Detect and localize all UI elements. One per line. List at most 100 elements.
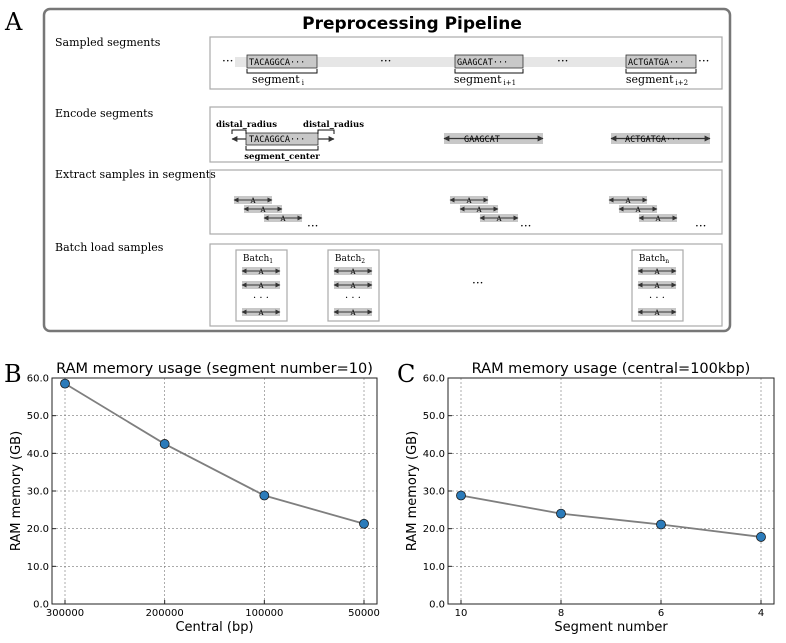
segment-label: segment i+1 <box>454 73 516 87</box>
y-tick-label: 0.0 <box>429 600 445 611</box>
encoded-segments: TACAGGCA··· distal_radius distal_radiusseg… <box>216 120 711 162</box>
data-point <box>359 518 369 529</box>
sample-center-base: A <box>653 309 660 317</box>
ellipsis-left: ··· <box>222 54 233 68</box>
sample-center-base: A <box>349 282 356 290</box>
ellipsis-mid-1: ··· <box>380 54 391 68</box>
y-tick-label: 10.0 <box>423 562 445 573</box>
sampled-segment-box <box>454 54 524 69</box>
x-tick-label: 10 <box>455 608 468 619</box>
row-label-sampled: Sampled segments <box>55 36 161 49</box>
chart-title: RAM memory usage (segment number=10) <box>56 361 373 377</box>
y-tick-label: 60.0 <box>423 374 445 385</box>
segment-bracket <box>454 69 524 74</box>
sample-center-base: A <box>465 197 472 205</box>
batch-ellipsis: · · · <box>649 293 665 304</box>
data-point <box>456 490 466 501</box>
extract-ellipsis: ··· <box>695 219 706 233</box>
batch-label: Batchn <box>639 254 669 265</box>
data-point <box>556 508 566 519</box>
chart-b: B RAM memory usage (segment number=10) 0.0… <box>4 360 380 635</box>
batch-ellipsis: · · · <box>253 293 269 304</box>
distal-radius-bracket-left <box>231 129 247 134</box>
sample-center-base: A <box>279 215 286 223</box>
sample-center-base: A <box>349 309 356 317</box>
encoded-segment-sequence: GAAGCAT <box>464 135 500 145</box>
row-box-encode <box>209 106 723 163</box>
y-tick-label: 40.0 <box>27 449 49 460</box>
segment-center-bracket <box>245 146 319 151</box>
x-tick-label: 200000 <box>146 608 184 619</box>
extract-ellipsis: ··· <box>307 219 318 233</box>
y-tick-label: 10.0 <box>27 562 49 573</box>
row-label-encode: Encode segments <box>55 107 154 120</box>
panel-letter: B <box>4 360 22 388</box>
y-axis-label: RAM memory (GB) <box>9 431 24 551</box>
sample-center-base: A <box>653 268 660 276</box>
data-point <box>656 519 666 530</box>
data-point <box>60 378 70 389</box>
chart-title: RAM memory usage (central=100kbp) <box>472 361 751 377</box>
x-tick-label: 50000 <box>348 608 380 619</box>
y-tick-label: 20.0 <box>423 524 445 535</box>
distal-radius-label-right: distal_radius <box>303 120 364 130</box>
data-point <box>259 490 270 501</box>
chart-c: C RAM memory usage (central=100kbp) 0.0 10.… <box>397 360 775 635</box>
batch-label: Batch2 <box>335 254 365 265</box>
data-point <box>159 439 170 449</box>
sampled-segment-box <box>625 54 697 69</box>
extract-ellipsis: ··· <box>520 219 531 233</box>
y-tick-label: 60.0 <box>27 374 49 385</box>
panel-a-letter: A <box>4 8 23 36</box>
row-box-sampled <box>209 36 723 90</box>
sample-center-base: A <box>624 197 631 205</box>
row-label-batch: Batch load samples <box>55 241 164 254</box>
sample-center-base: A <box>249 197 256 205</box>
x-tick-label: 8 <box>558 608 564 619</box>
batch-label: Batch1 <box>243 254 273 265</box>
y-tick-label: 20.0 <box>27 524 49 535</box>
distal-radius-bracket-right <box>317 129 335 134</box>
x-tick-label: 300000 <box>46 608 84 619</box>
row-box-extract <box>209 169 723 235</box>
row-box-batch <box>209 243 723 327</box>
encoded-segment-sequence: TACAGGCA··· <box>249 135 305 145</box>
encoded-segment-sequence: ACTGATGA··· <box>625 135 681 145</box>
sampled-segment-sequence: TACAGGCA··· <box>249 58 305 68</box>
sample-center-base: A <box>475 206 482 214</box>
x-axis-label: Segment number <box>554 620 668 635</box>
batch-ellipsis: · · · <box>345 293 361 304</box>
x-tick-label: 100000 <box>245 608 283 619</box>
ellipsis-right: ··· <box>698 54 709 68</box>
y-tick-label: 50.0 <box>423 411 445 422</box>
y-tick-label: 40.0 <box>423 449 445 460</box>
sample-center-base: A <box>257 268 264 276</box>
segment-label: segment i <box>252 73 305 87</box>
panel-letter: C <box>397 360 415 388</box>
sampled-segment-box <box>246 54 318 69</box>
pipeline-title: Preprocessing Pipeline <box>302 14 522 34</box>
series-line <box>64 382 365 525</box>
pipeline-frame <box>42 7 732 333</box>
sample-center-base: A <box>653 282 660 290</box>
sample-center-base: A <box>634 206 641 214</box>
y-tick-label: 50.0 <box>27 411 49 422</box>
sample-center-base: A <box>257 309 264 317</box>
segment-bracket <box>246 69 318 74</box>
x-axis-label: Central (bp) <box>175 620 253 635</box>
series-line <box>460 494 762 538</box>
distal-radius-label-left: distal_radius <box>216 120 277 130</box>
sample-center-base: A <box>654 215 661 223</box>
data-point <box>756 532 766 542</box>
sample-center-base: A <box>257 282 264 290</box>
x-tick-label: 4 <box>758 608 764 619</box>
sample-center-base: A <box>495 215 502 223</box>
sampled-segments: ··· ··· ··· ··· TACAGGCA··· segment i GAAGCAT··… <box>222 54 709 87</box>
row-label-extract: Extract samples in segments <box>55 168 216 181</box>
y-tick-label: 0.0 <box>33 600 49 611</box>
sample-center-base: A <box>349 268 356 276</box>
segment-center-label: segment_center <box>244 152 320 162</box>
y-tick-label: 30.0 <box>423 487 445 498</box>
